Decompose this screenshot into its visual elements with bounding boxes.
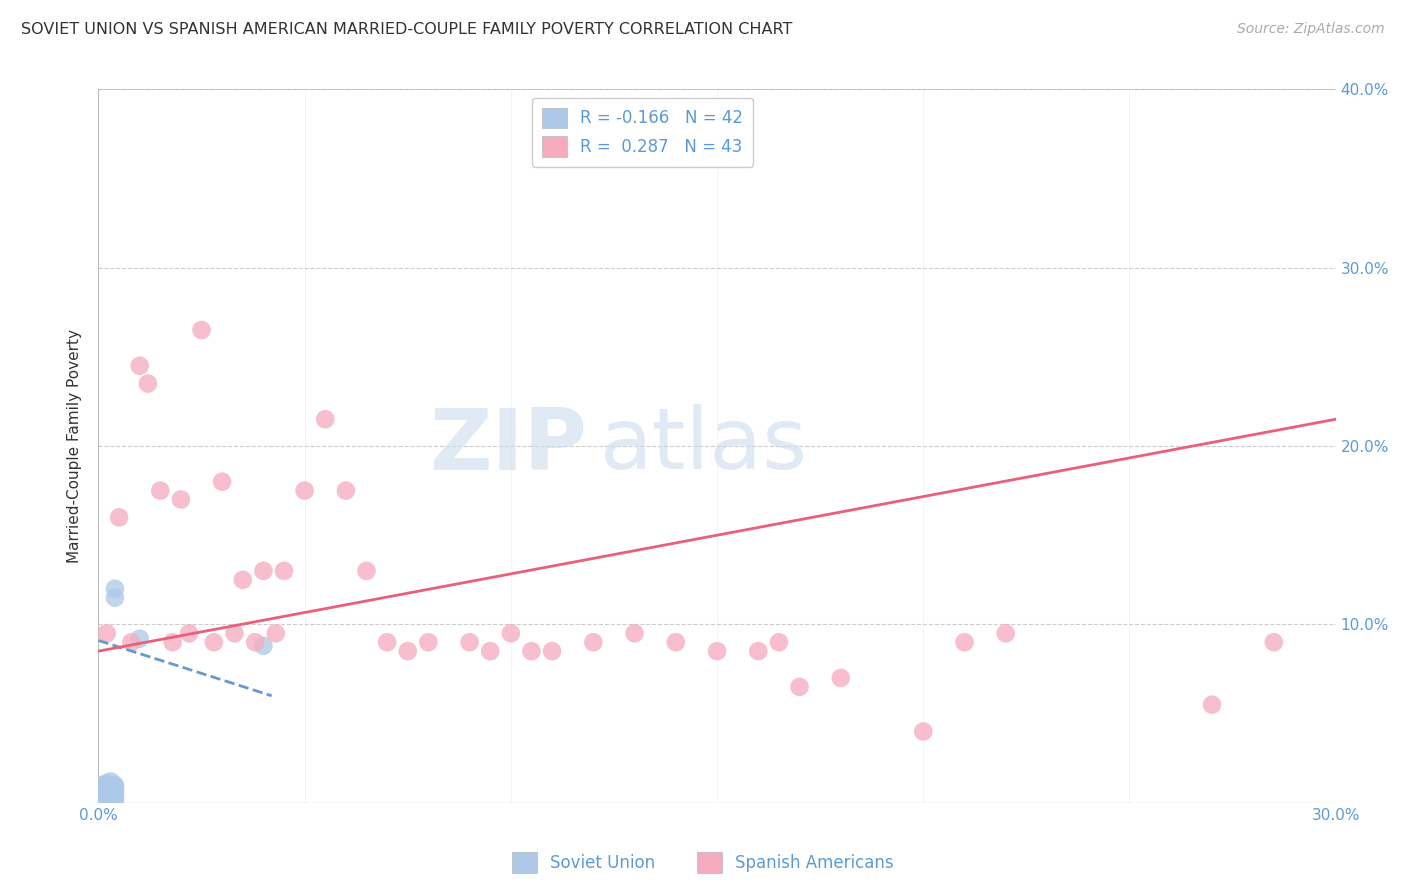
Point [91,785,114,799]
Point [120,635,142,649]
Point [252,564,274,578]
Point [96,790,118,805]
Point [479,644,502,658]
Point [100,783,122,797]
Point [264,626,287,640]
Point [100,794,122,808]
Legend: Soviet Union, Spanish Americans: Soviet Union, Spanish Americans [505,846,901,880]
Point [96,785,118,799]
Text: atlas: atlas [599,404,807,488]
Point [224,626,246,640]
Point [100,789,122,803]
Text: ZIP: ZIP [429,404,588,488]
Point [179,626,201,640]
Point [91,789,114,803]
Point [136,376,159,391]
Point [91,796,114,810]
Point [100,787,122,801]
Point [96,780,118,794]
Point [520,644,543,658]
Point [128,359,150,373]
Point [104,783,127,797]
Point [96,792,118,806]
Point [162,635,184,649]
Point [100,778,122,792]
Point [202,635,225,649]
Point [128,632,150,646]
Point [96,781,118,796]
Point [356,564,378,578]
Point [252,639,274,653]
Point [375,635,398,649]
Point [104,591,127,605]
Point [1263,635,1285,649]
Point [458,635,481,649]
Point [1201,698,1223,712]
Point [499,626,522,640]
Point [104,781,127,796]
Point [418,635,440,649]
Point [100,790,122,805]
Point [96,626,118,640]
Point [994,626,1017,640]
Point [91,787,114,801]
Point [273,564,295,578]
Point [170,492,193,507]
Point [294,483,316,498]
Point [768,635,790,649]
Point [747,644,769,658]
Point [91,780,114,794]
Point [104,582,127,596]
Point [582,635,605,649]
Point [96,796,118,810]
Point [104,778,127,792]
Point [104,780,127,794]
Point [149,483,172,498]
Point [91,778,114,792]
Point [91,792,114,806]
Point [623,626,645,640]
Point [190,323,212,337]
Point [96,776,118,790]
Point [314,412,336,426]
Point [96,778,118,792]
Point [104,789,127,803]
Point [243,635,266,649]
Point [953,635,976,649]
Point [211,475,233,489]
Point [335,483,357,498]
Point [96,787,118,801]
Point [91,783,114,797]
Text: SOVIET UNION VS SPANISH AMERICAN MARRIED-COUPLE FAMILY POVERTY CORRELATION CHART: SOVIET UNION VS SPANISH AMERICAN MARRIED… [21,22,793,37]
Point [706,644,728,658]
Point [100,781,122,796]
Text: Source: ZipAtlas.com: Source: ZipAtlas.com [1237,22,1385,37]
Point [789,680,811,694]
Y-axis label: Married-Couple Family Poverty: Married-Couple Family Poverty [67,329,83,563]
Point [96,783,118,797]
Point [104,787,127,801]
Point [91,790,114,805]
Point [830,671,852,685]
Point [91,781,114,796]
Point [912,724,935,739]
Point [232,573,254,587]
Point [665,635,688,649]
Point [396,644,419,658]
Point [108,510,131,524]
Legend: R = -0.166   N = 42, R =  0.287   N = 43: R = -0.166 N = 42, R = 0.287 N = 43 [531,97,754,167]
Point [541,644,564,658]
Point [104,792,127,806]
Point [100,774,122,789]
Point [100,780,122,794]
Point [104,796,127,810]
Point [100,785,122,799]
